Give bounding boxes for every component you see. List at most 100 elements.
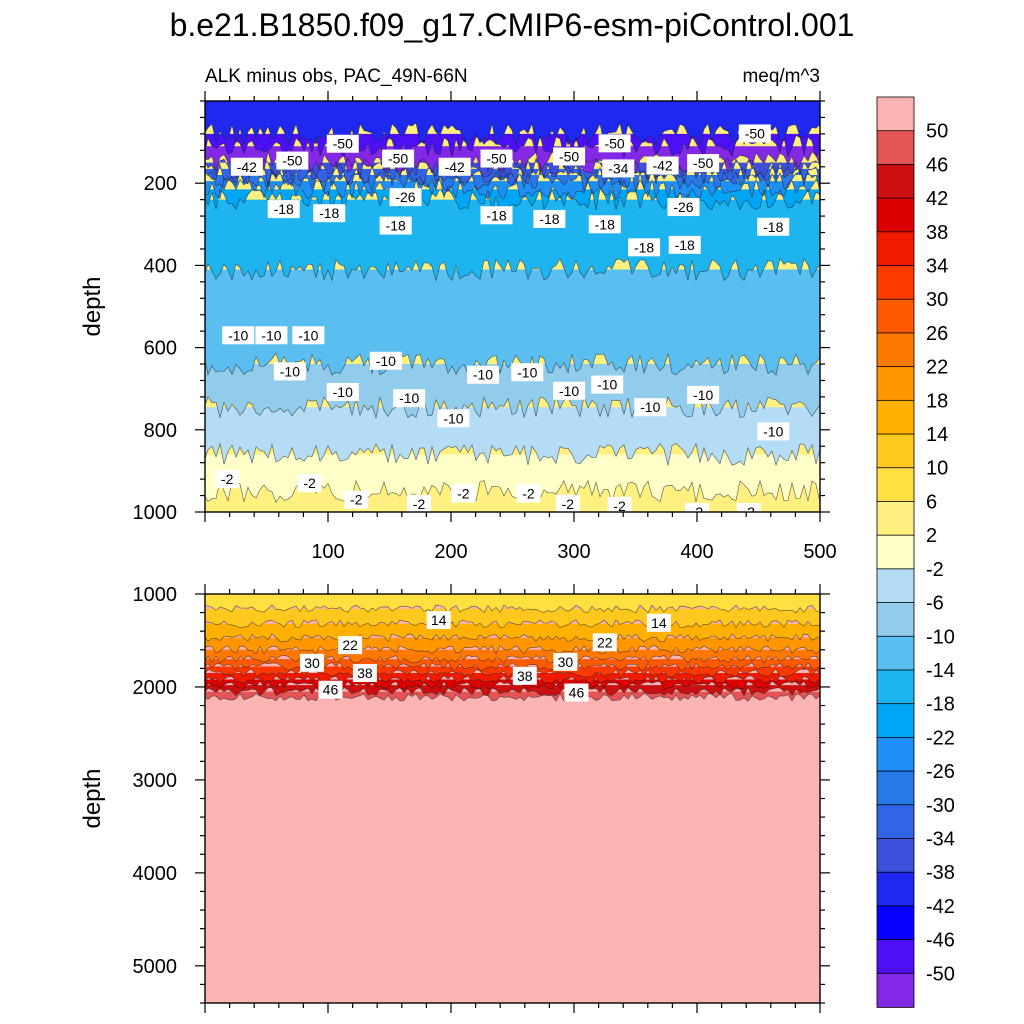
contour-label: -10 [591, 375, 624, 394]
colorbar-label: -34 [926, 828, 955, 850]
contour-line [205, 674, 820, 684]
colorbar-swatch [876, 366, 915, 402]
contour-label: -50 [687, 154, 720, 173]
y-tick-label: 2000 [133, 677, 178, 699]
contour-line [205, 680, 820, 690]
contour-label: -50 [553, 147, 586, 166]
svg-text:46: 46 [323, 682, 339, 698]
svg-text:-18: -18 [763, 219, 783, 235]
contour-line [205, 668, 820, 678]
colorbar-swatch [876, 534, 915, 570]
subtitle-right: meq/m^3 [742, 66, 820, 87]
svg-text:-10: -10 [517, 364, 537, 380]
contour-label: -2 [736, 503, 761, 512]
contour-label: -50 [480, 149, 513, 168]
svg-text:-10: -10 [261, 327, 281, 343]
svg-text:14: 14 [431, 612, 447, 628]
colorbar-label: 42 [926, 188, 948, 210]
colorbar-label: 34 [926, 256, 948, 278]
svg-text:-18: -18 [319, 205, 339, 221]
contour-label: -34 [602, 159, 635, 178]
contour-label: 38 [512, 666, 537, 685]
colorbar-swatch [876, 332, 915, 368]
svg-text:-18: -18 [274, 201, 294, 217]
colorbar-swatch [876, 838, 915, 873]
colorbar-swatch [876, 871, 915, 907]
contour-label: -2 [451, 484, 476, 503]
svg-text:-42: -42 [445, 159, 465, 175]
x-tick-label: 200 [434, 541, 467, 563]
svg-text:-2: -2 [221, 471, 234, 487]
colorbar-swatch [876, 467, 915, 503]
contour-line [205, 122, 820, 146]
colorbar-swatch [876, 164, 915, 199]
svg-text:-2: -2 [562, 496, 575, 512]
colorbar-label: 50 [926, 121, 948, 143]
y-tick-label: 5000 [133, 956, 178, 978]
svg-text:-42: -42 [652, 158, 672, 174]
contour-band [205, 269, 820, 375]
svg-text:-50: -50 [693, 155, 713, 171]
svg-text:-2: -2 [457, 486, 470, 502]
svg-text:-18: -18 [539, 211, 559, 227]
y-tick-label: 800 [144, 420, 177, 442]
contour-label: -10 [222, 326, 255, 345]
colorbar-label: 14 [926, 424, 948, 446]
contour-label: -18 [313, 204, 346, 223]
y-tick-label: 200 [144, 173, 177, 195]
contour-label: -2 [516, 484, 541, 503]
x-tick-label: 100 [311, 541, 344, 563]
lower-panel: 14 22 30 38 46 38 30 22 14 46 1000 2000 3000 4000 5000… [79, 584, 830, 1013]
contour-line [205, 187, 820, 211]
contour-label: -10 [292, 326, 325, 345]
colorbar-swatch [876, 736, 915, 772]
contour-band [205, 407, 820, 466]
contour-label: -18 [379, 216, 412, 235]
contour-label: 22 [338, 636, 363, 655]
svg-text:14: 14 [651, 615, 667, 631]
contour-label: -10 [273, 362, 306, 381]
colorbar-label: -50 [926, 963, 955, 985]
colorbar-swatch [876, 433, 915, 469]
contour-band [205, 199, 820, 281]
colorbar-label: -46 [926, 930, 955, 952]
contour-label: -10 [437, 409, 470, 428]
contour-label: -10 [326, 382, 359, 401]
colorbar-label: 18 [926, 390, 948, 412]
svg-text:-10: -10 [693, 387, 713, 403]
colorbar: 50 46 42 38 34 30 26 22 18 14 10 6 2 -2 -6 -10 -14 -18 -22… [876, 96, 955, 1008]
svg-text:-10: -10 [228, 327, 248, 343]
colorbar-swatch [876, 770, 915, 806]
colorbar-label: -10 [926, 626, 955, 648]
contour-label: -18 [757, 217, 790, 236]
chart-title: b.e21.B1850.f09_g17.CMIP6-esm-piControl.… [170, 7, 855, 43]
y-axis-label: depth [79, 768, 106, 828]
colorbar-swatch [876, 635, 915, 671]
y-tick-label: 3000 [133, 770, 178, 792]
colorbar-label: 2 [926, 525, 937, 547]
colorbar-label: -22 [926, 727, 955, 749]
colorbar-label: 6 [926, 491, 937, 513]
colorbar-swatch [876, 669, 915, 705]
contour-label: -10 [687, 385, 720, 404]
contour-line [205, 692, 820, 702]
svg-text:-10: -10 [333, 384, 353, 400]
contour-label: -2 [607, 496, 632, 514]
contour-band [205, 188, 820, 211]
colorbar-label: 30 [926, 289, 948, 311]
contour-label: -26 [389, 188, 422, 207]
svg-text:-10: -10 [443, 410, 463, 426]
colorbar-label: 22 [926, 357, 948, 379]
colorbar-label: -26 [926, 761, 955, 783]
contour-label: 30 [300, 653, 325, 672]
colorbar-swatch [876, 298, 915, 334]
svg-text:30: 30 [304, 655, 320, 671]
contour-band [205, 454, 820, 503]
colorbar-swatch [876, 905, 915, 941]
contour-line [205, 395, 820, 419]
svg-text:-2: -2 [613, 498, 626, 514]
contour-band [205, 364, 820, 418]
colorbar-swatch [876, 703, 915, 739]
y-tick-label: 1000 [133, 502, 178, 524]
svg-text:22: 22 [342, 637, 358, 653]
